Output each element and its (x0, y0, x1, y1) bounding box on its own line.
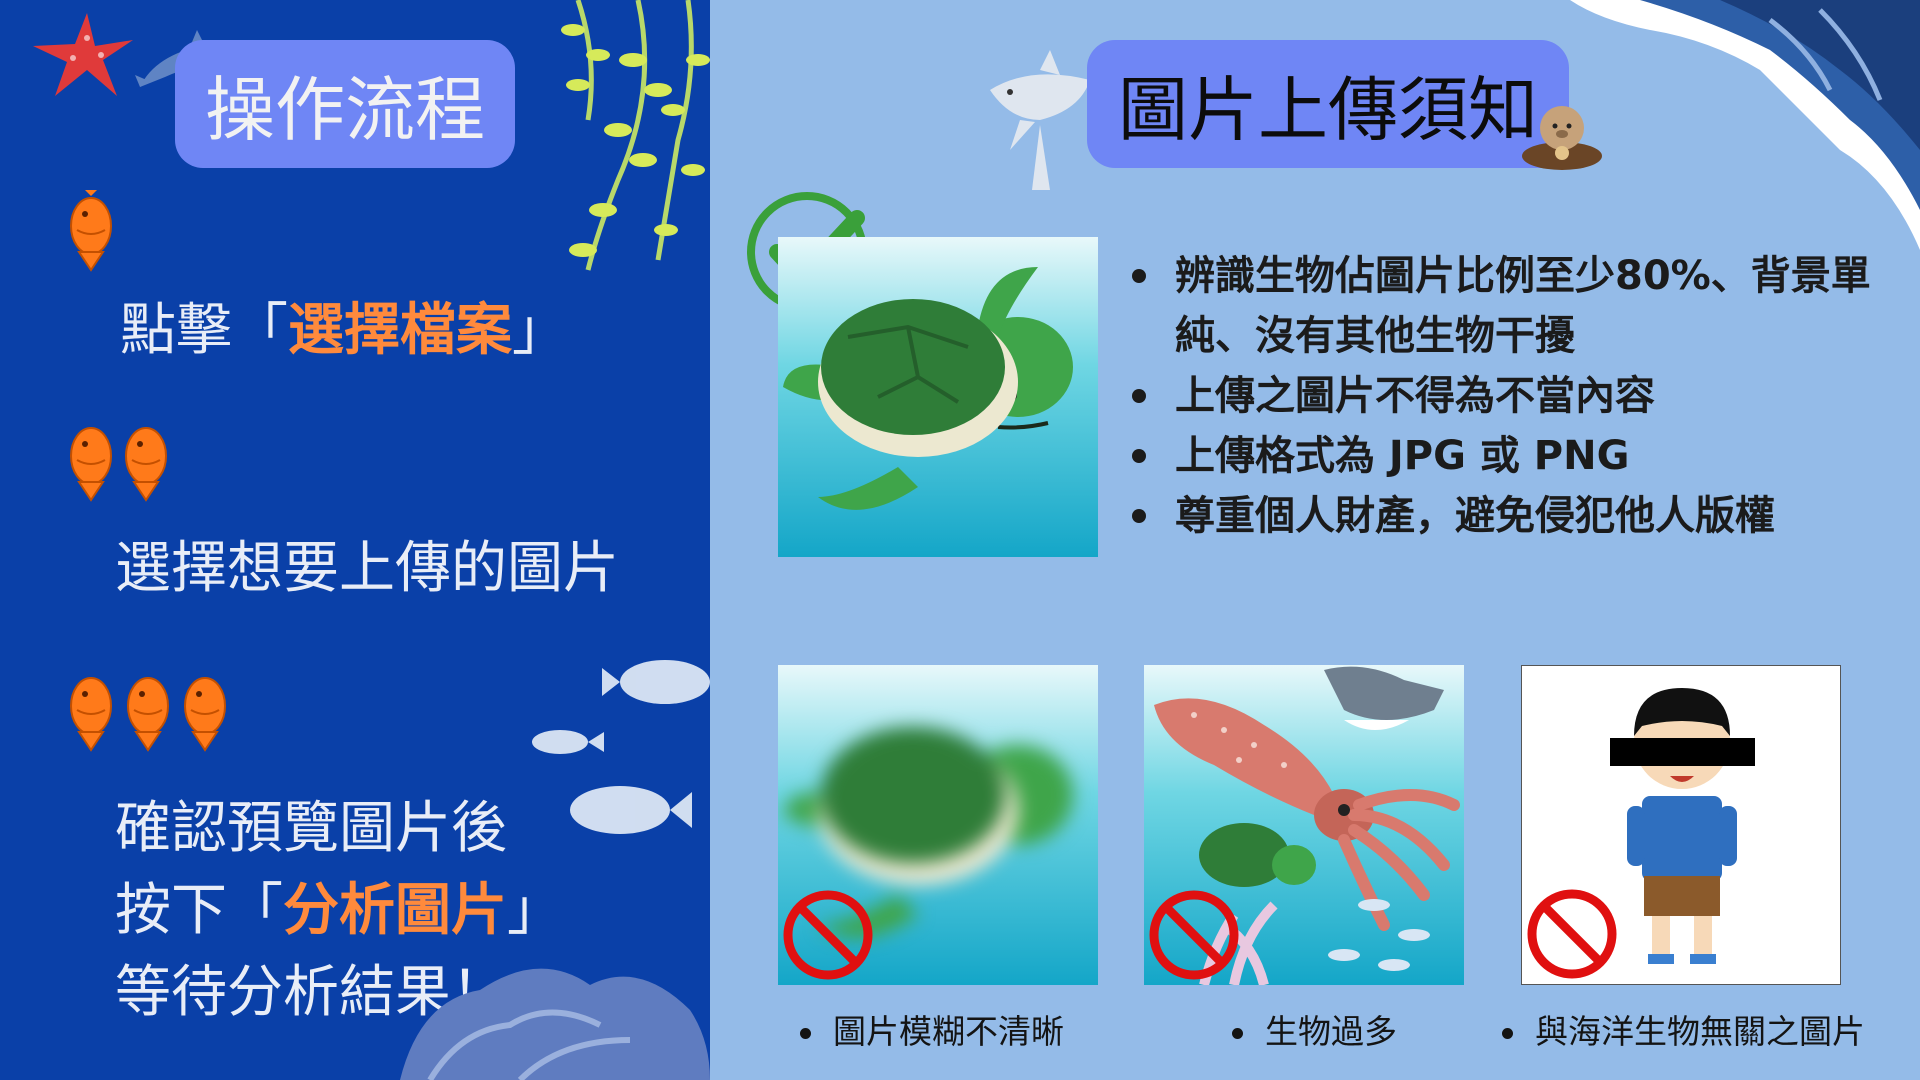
good-example-turtle-image (778, 237, 1098, 557)
fish-icon (70, 677, 226, 752)
fish-icon (70, 190, 112, 272)
rule-item: 辨識生物佔圖片比例至少80%、背景單純、沒有其他生物干擾 (1130, 246, 1900, 366)
upload-rules-list: 辨識生物佔圖片比例至少80%、背景單純、沒有其他生物干擾 上傳之圖片不得為不當內… (1130, 246, 1900, 546)
sea-otter-icon (1522, 106, 1602, 170)
turtle-icon (783, 727, 1073, 938)
wave-icon (1570, 0, 1920, 250)
step-3-line-2: 按下「分析圖片」 (115, 878, 563, 943)
choose-file-highlight: 選擇檔案 (288, 298, 512, 363)
fish-icon (532, 660, 710, 834)
caption-too-many: 生物過多 (1232, 1005, 1397, 1053)
rule-item: 上傳之圖片不得為不當內容 (1130, 366, 1900, 426)
step-1-text: 點擊「選擇檔案」 (120, 298, 568, 363)
step-3-line-1: 確認預覽圖片後 (115, 796, 507, 861)
rock-icon (400, 968, 710, 1080)
shark-icon (990, 50, 1090, 190)
prohibited-icon (1527, 889, 1617, 979)
caption-unrelated: 與海洋生物無關之圖片 (1502, 1005, 1865, 1053)
step-2-text: 選擇想要上傳的圖片 (115, 536, 619, 601)
prohibited-icon (1149, 890, 1239, 980)
caption-blurry: 圖片模糊不清晰 (800, 1005, 1064, 1053)
operation-flow-title: 操作流程 (175, 40, 515, 168)
starfish-icon (33, 13, 133, 96)
left-panel: 操作流程 點擊「選擇檔案」 選擇想要上傳的圖片 確認預覽圖片後 (0, 0, 710, 1080)
analyze-image-highlight: 分析圖片 (283, 878, 507, 943)
turtle-icon (783, 267, 1073, 510)
fish-icon (70, 427, 167, 502)
upload-notice-title: 圖片上傳須知 (1087, 40, 1569, 168)
seaweed-icon (561, 0, 710, 271)
rule-item: 尊重個人財產，避免侵犯他人版權 (1130, 486, 1900, 546)
rule-item: 上傳格式為 JPG 或 PNG (1130, 426, 1900, 486)
squid-icon (1154, 666, 1460, 985)
bad-example-blurry-image (778, 665, 1098, 985)
prohibited-icon (783, 890, 873, 980)
bad-example-unrelated-image (1521, 665, 1841, 985)
boy-icon (1610, 688, 1755, 964)
bad-example-crowded-image (1144, 665, 1464, 985)
